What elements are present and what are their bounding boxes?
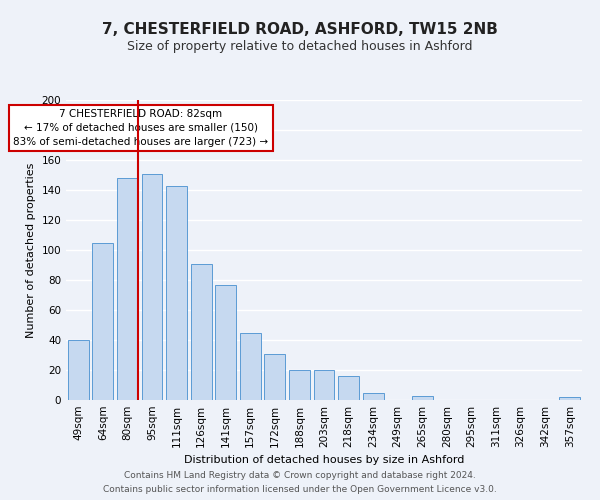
Bar: [412, 396, 433, 400]
Bar: [265, 354, 286, 400]
Bar: [289, 370, 310, 400]
Y-axis label: Number of detached properties: Number of detached properties: [26, 162, 36, 338]
Bar: [338, 376, 359, 400]
X-axis label: Distribution of detached houses by size in Ashford: Distribution of detached houses by size …: [184, 456, 464, 466]
Bar: [314, 370, 334, 400]
Bar: [559, 397, 580, 400]
Bar: [215, 284, 236, 400]
Bar: [142, 174, 163, 400]
Bar: [240, 332, 261, 400]
Text: 7, CHESTERFIELD ROAD, ASHFORD, TW15 2NB: 7, CHESTERFIELD ROAD, ASHFORD, TW15 2NB: [102, 22, 498, 38]
Bar: [166, 186, 187, 400]
Text: Contains HM Land Registry data © Crown copyright and database right 2024.: Contains HM Land Registry data © Crown c…: [124, 471, 476, 480]
Text: Contains public sector information licensed under the Open Government Licence v3: Contains public sector information licen…: [103, 485, 497, 494]
Bar: [68, 340, 89, 400]
Text: 7 CHESTERFIELD ROAD: 82sqm
← 17% of detached houses are smaller (150)
83% of sem: 7 CHESTERFIELD ROAD: 82sqm ← 17% of deta…: [13, 109, 268, 147]
Bar: [117, 178, 138, 400]
Bar: [92, 242, 113, 400]
Text: Size of property relative to detached houses in Ashford: Size of property relative to detached ho…: [127, 40, 473, 53]
Bar: [191, 264, 212, 400]
Bar: [362, 392, 383, 400]
